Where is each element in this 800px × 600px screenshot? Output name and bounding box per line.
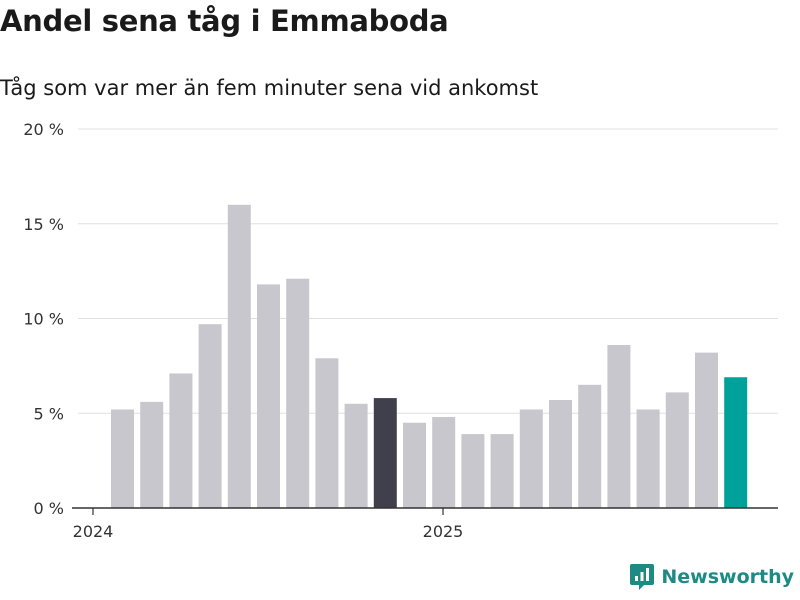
brand-name: Newsworthy — [661, 566, 794, 588]
bar — [490, 434, 514, 508]
chart-title: Andel sena tåg i Emmaboda — [0, 4, 449, 38]
y-tick-label: 5 % — [34, 404, 64, 423]
bar — [519, 409, 543, 508]
x-tick-label: 2024 — [73, 522, 114, 541]
chart-subtitle: Tåg som var mer än fem minuter sena vid … — [0, 76, 539, 100]
y-tick-label: 20 % — [23, 120, 64, 139]
x-tick-label: 2025 — [423, 522, 464, 541]
bar — [724, 377, 748, 508]
bar — [344, 403, 368, 508]
bar — [461, 434, 485, 508]
bar — [111, 409, 134, 508]
bar — [198, 324, 222, 508]
bar — [169, 373, 193, 508]
bar — [578, 384, 602, 508]
bar — [695, 352, 718, 508]
y-tick-label: 15 % — [23, 215, 64, 234]
bar — [257, 284, 280, 508]
bar — [140, 401, 164, 508]
bar — [636, 409, 660, 508]
bar — [286, 278, 310, 508]
bar — [373, 398, 397, 508]
bar — [549, 399, 572, 508]
bar — [432, 417, 456, 508]
brand-logo: Newsworthy — [629, 562, 794, 592]
bar — [315, 358, 339, 508]
bar — [665, 392, 689, 508]
y-tick-label: 0 % — [34, 499, 64, 518]
y-tick-label: 10 % — [23, 310, 64, 329]
bar — [607, 345, 631, 508]
newsworthy-logo-icon — [630, 564, 655, 590]
bar — [227, 204, 251, 509]
bar — [403, 422, 426, 508]
